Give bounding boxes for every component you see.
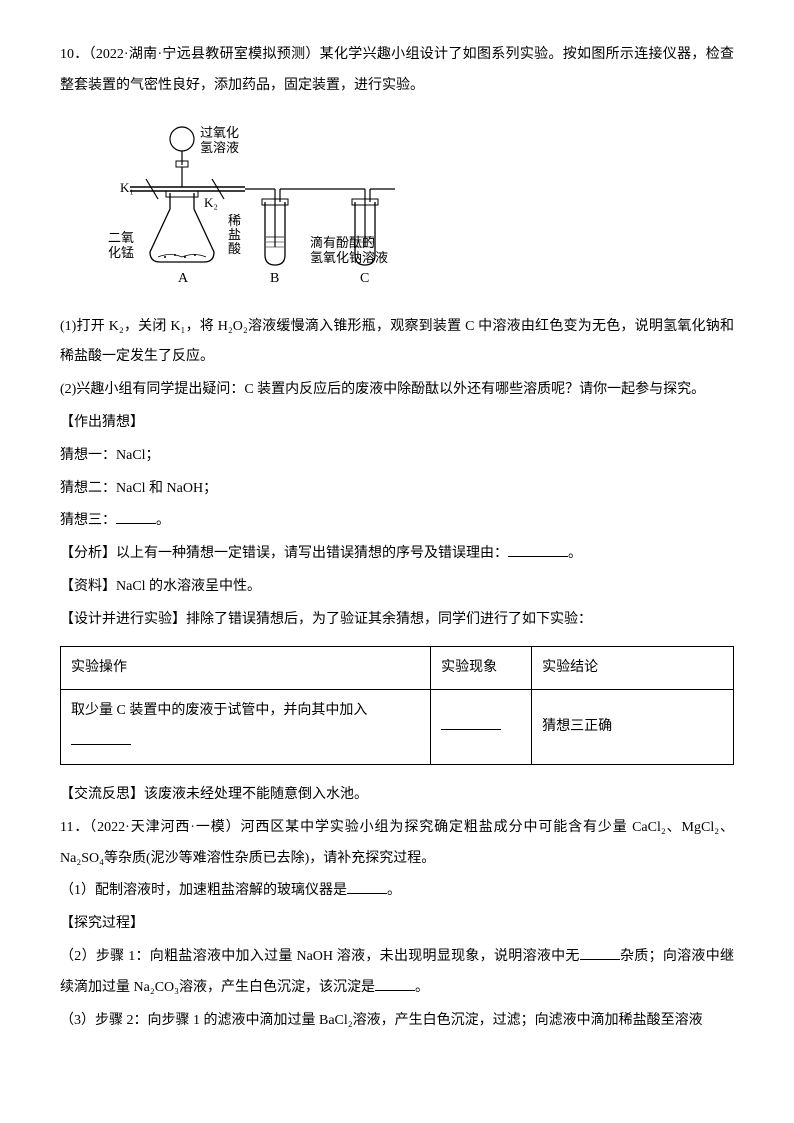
blank-operation[interactable] — [71, 731, 131, 745]
q11-header: 11．（2022·天津河西·一模）河西区某中学实验小组为探究确定粗盐成分中可能含… — [60, 813, 734, 875]
reflect: 【交流反思】该废液未经处理不能随意倒入水池。 — [60, 780, 734, 811]
guess3-suffix: 。 — [156, 513, 170, 528]
step1-prefix: （1）配制溶液时，加速粗盐溶解的玻璃仪器是 — [60, 883, 347, 898]
q11-step1: （1）配制溶液时，加速粗盐溶解的玻璃仪器是 。 — [60, 876, 734, 907]
label-b: B — [270, 271, 279, 286]
process-title: 【探究过程】 — [60, 909, 734, 940]
td-operation: 取少量 C 装置中的废液于试管中，并向其中加入 — [61, 690, 431, 765]
svg-text:氢氧化钠溶液: 氢氧化钠溶液 — [310, 250, 388, 265]
label-h2o2: 过氧化 — [200, 125, 239, 140]
q11-step3: （3）步骤 2：向步骤 1 的滤液中滴加过量 BaCl₂溶液，产生白色沉淀，过滤… — [60, 1006, 734, 1037]
step1-suffix: 。 — [387, 883, 401, 898]
resource: 【资料】NaCl 的水溶液呈中性。 — [60, 572, 734, 603]
blank-step2a[interactable] — [580, 946, 620, 960]
guess1: 猜想一：NaCl； — [60, 441, 734, 472]
svg-text:氢溶液: 氢溶液 — [200, 140, 239, 155]
guess3: 猜想三： 。 — [60, 506, 734, 537]
label-mno2: 二氧 — [108, 230, 134, 245]
label-k2: K₂ — [204, 195, 218, 210]
guess3-prefix: 猜想三： — [60, 513, 116, 528]
operation-text: 取少量 C 装置中的废液于试管中，并向其中加入 — [71, 703, 367, 718]
svg-text:酸: 酸 — [228, 241, 241, 256]
blank-step1[interactable] — [347, 880, 387, 894]
guess2: 猜想二：NaCl 和 NaOH； — [60, 474, 734, 505]
q10-step2: (2)兴趣小组有同学提出疑问：C 装置内反应后的废液中除酚酞以外还有哪些溶质呢？… — [60, 375, 734, 406]
th-operation: 实验操作 — [61, 646, 431, 690]
q10-step1: (1)打开 K₂，关闭 K₁，将 H₂O₂溶液缓慢滴入锥形瓶，观察到装置 C 中… — [60, 312, 734, 374]
analysis-prefix: 【分析】以上有一种猜想一定错误，请写出错误猜想的序号及错误理由： — [60, 546, 508, 561]
table-header-row: 实验操作 实验现象 实验结论 — [61, 646, 734, 690]
blank-phenomenon[interactable] — [441, 716, 501, 730]
svg-text:化锰: 化锰 — [108, 245, 134, 260]
guess-title: 【作出猜想】 — [60, 408, 734, 439]
step2-suffix: 。 — [415, 980, 429, 995]
experiment-table: 实验操作 实验现象 实验结论 取少量 C 装置中的废液于试管中，并向其中加入 猜… — [60, 646, 734, 765]
blank-guess3[interactable] — [116, 510, 156, 524]
q10-header: 10．（2022·湖南·宁远县教研室模拟预测）某化学兴趣小组设计了如图系列实验。… — [60, 40, 734, 102]
table-row: 取少量 C 装置中的废液于试管中，并向其中加入 猜想三正确 — [61, 690, 734, 765]
td-conclusion: 猜想三正确 — [532, 690, 734, 765]
label-naoh: 滴有酚酞的 — [310, 235, 375, 250]
analysis: 【分析】以上有一种猜想一定错误，请写出错误猜想的序号及错误理由： 。 — [60, 539, 734, 570]
label-c: C — [360, 271, 369, 286]
td-phenomenon — [431, 690, 532, 765]
step2-prefix: （2）步骤 1：向粗盐溶液中加入过量 NaOH 溶液，未出现明显现象，说明溶液中… — [60, 949, 580, 964]
blank-analysis[interactable] — [508, 543, 568, 557]
experiment-diagram: 过氧化 氢溶液 K₁ K₂ 二氧 化锰 稀 盐 酸 滴有酚酞的 氢氧化钠溶液 A… — [100, 117, 734, 297]
svg-text:盐: 盐 — [228, 227, 241, 242]
th-phenomenon: 实验现象 — [431, 646, 532, 690]
label-hcl: 稀 — [228, 213, 241, 228]
analysis-suffix: 。 — [568, 546, 582, 561]
blank-step2b[interactable] — [375, 977, 415, 991]
th-conclusion: 实验结论 — [532, 646, 734, 690]
label-k1: K₁ — [120, 180, 134, 195]
design: 【设计并进行实验】排除了错误猜想后，为了验证其余猜想，同学们进行了如下实验： — [60, 605, 734, 636]
label-a: A — [178, 271, 189, 286]
q11-step2: （2）步骤 1：向粗盐溶液中加入过量 NaOH 溶液，未出现明显现象，说明溶液中… — [60, 942, 734, 1004]
